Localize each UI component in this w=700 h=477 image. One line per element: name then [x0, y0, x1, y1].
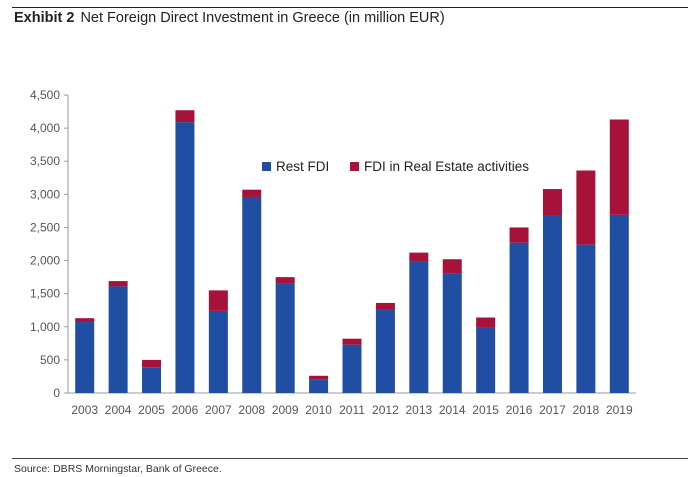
bar-rest-fdi [509, 242, 529, 393]
x-tick-label: 2017 [539, 403, 566, 417]
x-tick-label: 2015 [472, 403, 499, 417]
y-tick-label: 2,000 [30, 254, 60, 268]
bar-real-estate-fdi [208, 290, 228, 311]
bar-real-estate-fdi [342, 338, 362, 345]
legend-swatch-rest-fdi [262, 162, 271, 171]
y-tick-label: 4,500 [30, 88, 60, 102]
y-tick-label: 1,000 [30, 320, 60, 334]
bar-rest-fdi [275, 283, 295, 393]
y-tick-label: 1,500 [30, 287, 60, 301]
x-axis: 2003 2004 2005 2006 2007 2008 2009 2010 2011 2012… [68, 392, 636, 417]
exhibit-title: Exhibit 2 Net Foreign Direct Investment i… [14, 10, 445, 26]
y-tick-label: 500 [40, 353, 60, 367]
x-tick-label: 2004 [105, 403, 132, 417]
x-tick-label: 2006 [172, 403, 199, 417]
legend-label-rest-fdi: Rest FDI [276, 159, 329, 174]
bar-rest-fdi [309, 379, 329, 393]
exhibit-label: Exhibit 2 [14, 10, 75, 26]
x-tick-label: 2009 [272, 403, 299, 417]
bar-real-estate-fdi [175, 110, 195, 123]
bar-real-estate-fdi [609, 119, 629, 215]
y-tick-label: 2,500 [30, 220, 60, 234]
bar-real-estate-fdi [542, 189, 562, 216]
bar-real-estate-fdi [309, 375, 329, 380]
bar-real-estate-fdi [576, 170, 596, 245]
bar-rest-fdi [108, 286, 128, 393]
bar-real-estate-fdi [142, 359, 162, 368]
x-tick-label: 2014 [439, 403, 466, 417]
x-tick-label: 2018 [573, 403, 600, 417]
x-tick-label: 2011 [339, 403, 365, 417]
x-tick-label: 2007 [205, 403, 232, 417]
source-note: Source: DBRS Morningstar, Bank of Greece… [14, 463, 222, 475]
legend: Rest FDI FDI in Real Estate activities [262, 159, 529, 174]
bar-rest-fdi [409, 261, 429, 393]
y-tick-label: 0 [53, 386, 60, 400]
bar-real-estate-fdi [442, 259, 462, 274]
x-tick-label: 2008 [238, 403, 265, 417]
bar-rest-fdi [375, 309, 395, 393]
legend-swatch-real-estate [350, 162, 359, 171]
top-rule [12, 7, 688, 8]
x-tick-label: 2019 [606, 403, 633, 417]
y-tick-label: 3,500 [30, 154, 60, 168]
bar-real-estate-fdi [409, 252, 429, 262]
bar-real-estate-fdi [242, 189, 262, 197]
y-tick-label: 4,000 [30, 121, 60, 135]
bar-real-estate-fdi [108, 281, 128, 287]
x-tick-label: 2010 [305, 403, 332, 417]
bar-rest-fdi [75, 321, 95, 393]
y-axis: 0 500 1,000 1,500 2,000 2,500 3,000 3,500 4,000 4… [30, 88, 69, 400]
bar-rest-fdi [542, 215, 562, 393]
bar-real-estate-fdi [476, 317, 496, 328]
bar-rest-fdi [142, 367, 162, 393]
bar-rest-fdi [609, 214, 629, 393]
x-tick-label: 2005 [138, 403, 165, 417]
bar-rest-fdi [476, 327, 496, 393]
bar-rest-fdi [175, 122, 195, 393]
bar-rest-fdi [442, 273, 462, 393]
x-tick-label: 2003 [71, 403, 98, 417]
bar-rest-fdi [208, 310, 228, 393]
x-tick-label: 2013 [405, 403, 432, 417]
legend-label-real-estate: FDI in Real Estate activities [364, 159, 529, 174]
y-tick-label: 3,000 [30, 187, 60, 201]
bar-rest-fdi [342, 344, 362, 393]
bar-real-estate-fdi [75, 318, 95, 322]
x-tick-label: 2016 [506, 403, 533, 417]
bar-rest-fdi [576, 244, 596, 393]
bars [75, 110, 629, 393]
title-text: Net Foreign Direct Investment in Greece … [80, 10, 445, 26]
bar-real-estate-fdi [509, 227, 529, 243]
bar-real-estate-fdi [275, 277, 295, 284]
bar-rest-fdi [242, 196, 262, 393]
bar-real-estate-fdi [375, 302, 395, 310]
bottom-rule [12, 458, 688, 459]
x-tick-label: 2012 [372, 403, 399, 417]
